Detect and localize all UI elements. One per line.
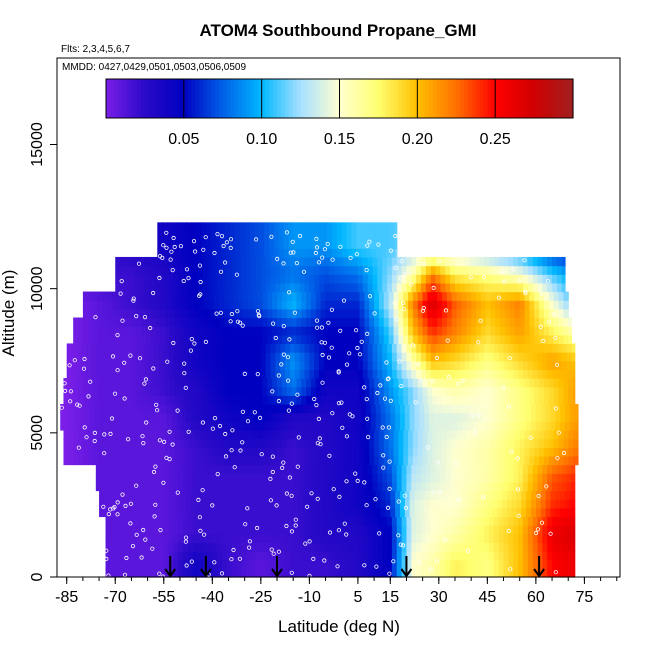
plot-area [59,222,579,579]
y-tick-label-1: 5000 [29,415,46,451]
y-tick-label-3: 15000 [29,122,46,167]
x-tick-label-7: 15 [381,589,399,606]
x-tick-label-4: -25 [249,589,272,606]
flight-arrow-4 [533,556,545,578]
plot-frame [56,57,621,578]
x-tick-label-9: 45 [478,589,496,606]
curtain-heatmap [60,222,579,578]
flights-label: Flts: 2,3,4,5,6,7 [61,44,130,55]
x-tick-label-8: 30 [430,589,448,606]
colorbar-tick-label-3: 0.20 [402,131,433,148]
chart-title: ATOM4 Southbound Propane_GMI [199,21,476,40]
flight-arrow-1 [200,556,212,578]
colorbar-tick-label-4: 0.25 [480,131,511,148]
flight-arrow-0 [164,556,177,578]
x-tick-label-1: -70 [104,589,127,606]
x-tick-label-5: -10 [298,589,321,606]
y-tick-label-2: 10000 [29,266,46,311]
x-tick-label-10: 60 [527,589,545,606]
sample-points [59,230,567,579]
x-tick-label-6: 5 [353,589,362,606]
y-tick-label-0: 0 [29,572,46,581]
colorbar-tick-label-1: 0.10 [246,131,277,148]
x-tick-label-2: -55 [152,589,175,606]
colorbar-tick-label-0: 0.05 [168,131,199,148]
flight-arrow-2 [271,556,283,578]
y-axis-label: Altitude (m) [0,270,18,357]
x-tick-label-3: -40 [201,589,224,606]
x-tick-label-0: -85 [55,589,78,606]
colorbar-tick-label-2: 0.15 [324,131,355,148]
flight-arrow-3 [400,556,413,578]
dates-label: MMDD: 0427,0429,0501,0503,0506,0509 [62,62,246,73]
colorbar: 0.05 0.10 0.15 0.20 0.25 [105,78,574,148]
x-axis-label: Latitude (deg N) [278,617,400,636]
axes: -85 -70 -55 -40 -25 -10 5 15 30 45 60 75 0 5000 10000 1… [29,57,621,606]
x-tick-label-11: 75 [576,589,594,606]
